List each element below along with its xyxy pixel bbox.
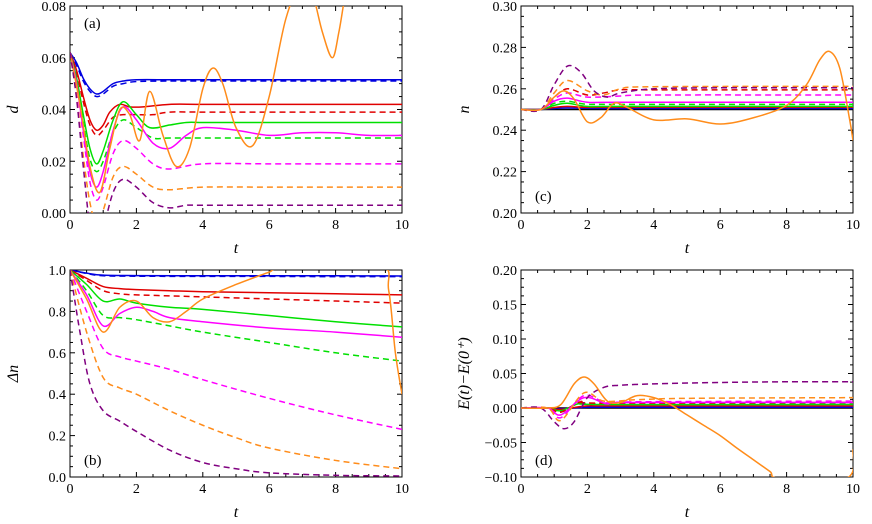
series-line-red-dashed	[70, 270, 402, 304]
panel-b: 0 2 4 6 8 10 0.0 0.2 0.4 0.6 0.8 1.0 t Δn (b)	[5, 264, 409, 521]
series-line-magenta-dashed	[70, 270, 402, 431]
series-line-purple-dashed	[70, 52, 402, 213]
series-line-green-solid	[70, 52, 402, 165]
y-tick-label: 0.2	[49, 430, 67, 445]
series-line-orange-solid	[70, 270, 402, 395]
x-tick-label: 0	[518, 482, 525, 497]
y-tick-label: 0.05	[493, 368, 518, 383]
y-tick-label: 0.00	[493, 402, 518, 417]
y-tick-label: 0.08	[42, 0, 67, 15]
x-tick-label: 6	[717, 482, 724, 497]
x-tick-label: 4	[199, 482, 206, 497]
series-line-blue-solid	[70, 52, 402, 95]
x-tick-label: 8	[332, 218, 339, 233]
y-tick-label: 0.20	[493, 207, 518, 222]
x-axis-label: t	[685, 240, 690, 257]
panel-d: 0 2 4 6 8 10 −0.10 −0.05 0.00 0.05 0.10 0.15 0.20 t E(…	[456, 264, 860, 521]
y-tick-label: 0.24	[493, 124, 518, 139]
x-axis-label: t	[234, 240, 239, 257]
y-tick-label: 0.15	[493, 299, 518, 314]
y-tick-label: 0.26	[493, 83, 518, 98]
series-line-blue-dashed	[70, 270, 402, 278]
y-tick-label: 0.30	[493, 0, 518, 15]
y-tick-label: −0.10	[485, 471, 517, 486]
y-tick-label: 0.28	[493, 41, 518, 56]
y-tick-label: 0.10	[493, 333, 518, 348]
panel-c: 0 2 4 6 8 10 0.20 0.22 0.24 0.26 0.28 0.30 t n (c)	[456, 0, 860, 257]
y-tick-label: −0.05	[485, 437, 517, 452]
x-tick-label: 2	[584, 218, 591, 233]
series-line-red-solid	[70, 52, 402, 132]
series-line-orange-solid	[521, 50, 853, 141]
x-tick-label: 0	[67, 218, 74, 233]
y-tick-label: 0.20	[493, 264, 518, 279]
x-tick-label: 8	[783, 218, 790, 233]
x-tick-label: 0	[67, 482, 74, 497]
x-tick-label: 10	[395, 482, 409, 497]
series-line-orange-dashed	[70, 270, 402, 470]
series-line-green-solid	[70, 270, 402, 328]
x-axis-label: t	[234, 504, 239, 521]
series-group	[521, 50, 853, 141]
plot-frame	[520, 269, 854, 478]
plot-frame	[69, 269, 403, 478]
series-line-orange-dashed	[70, 52, 402, 213]
x-tick-label: 8	[783, 482, 790, 497]
x-tick-label: 2	[133, 218, 140, 233]
panel-label: (b)	[84, 453, 102, 469]
x-tick-label: 10	[395, 218, 409, 233]
x-tick-label: 6	[266, 482, 273, 497]
y-tick-label: 0.06	[42, 52, 67, 67]
panel-label: (a)	[84, 16, 101, 32]
series-line-green-dashed	[70, 270, 402, 362]
series-line-orange-dashed	[521, 391, 853, 422]
panel-label: (d)	[535, 453, 553, 469]
series-line-magenta-dashed	[70, 52, 402, 201]
x-tick-label: 0	[518, 218, 525, 233]
y-tick-label: 0.00	[42, 207, 67, 222]
x-tick-label: 8	[332, 482, 339, 497]
x-tick-label: 2	[133, 482, 140, 497]
series-line-red-solid	[70, 270, 402, 296]
x-tick-label: 6	[266, 218, 273, 233]
series-group	[70, 6, 402, 213]
series-line-red-dashed	[521, 88, 853, 112]
series-line-blue-dashed	[70, 52, 402, 98]
x-axis-label: t	[685, 504, 690, 521]
y-tick-label: 0.0	[49, 471, 67, 486]
series-line-magenta-solid	[70, 52, 402, 188]
series-group	[70, 270, 402, 477]
series-line-orange-solid	[70, 6, 345, 194]
series-line-magenta-dashed	[521, 394, 853, 419]
y-tick-label: 0.02	[42, 155, 67, 170]
series-line-purple-dashed	[521, 64, 853, 113]
x-tick-label: 6	[717, 218, 724, 233]
series-line-magenta-solid	[70, 270, 402, 339]
x-tick-label: 4	[650, 482, 657, 497]
y-tick-label: 0.04	[42, 104, 67, 119]
y-axis-label: E(t)−E(0⁺)	[456, 337, 473, 411]
panel-a: 0 2 4 6 8 10 0.00 0.02 0.04 0.06 0.08 t d (a)	[5, 0, 409, 257]
series-line-orange-solid	[521, 376, 853, 477]
x-tick-label: 4	[650, 218, 657, 233]
series-line-orange-dashed	[521, 79, 853, 112]
y-axis-label: n	[456, 106, 473, 114]
y-axis-label: Δn	[5, 365, 22, 383]
panel-label: (c)	[535, 189, 552, 205]
y-tick-label: 0.22	[493, 166, 518, 181]
y-tick-label: 0.4	[49, 388, 67, 403]
y-tick-label: 1.0	[49, 264, 67, 279]
series-line-red-dashed	[70, 52, 402, 137]
x-tick-label: 10	[846, 218, 860, 233]
y-axis-label: d	[5, 105, 22, 114]
y-tick-label: 0.6	[49, 347, 67, 362]
series-group	[521, 376, 853, 477]
x-tick-label: 10	[846, 482, 860, 497]
series-line-purple-dashed	[70, 270, 402, 477]
x-tick-label: 2	[584, 482, 591, 497]
x-tick-label: 4	[199, 218, 206, 233]
y-tick-label: 0.8	[49, 305, 67, 320]
